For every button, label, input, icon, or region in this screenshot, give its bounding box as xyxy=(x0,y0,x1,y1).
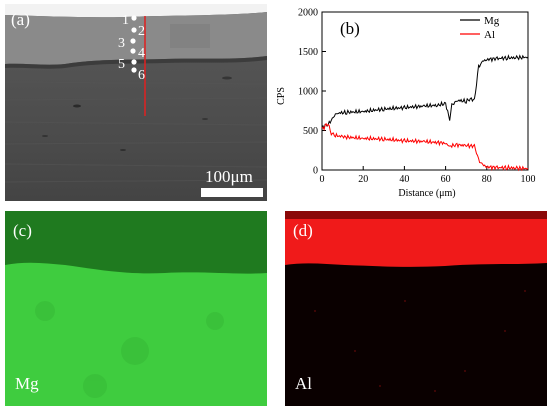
element-label-mg: Mg xyxy=(15,374,39,393)
y-tick-label: 2000 xyxy=(298,8,318,19)
x-axis-label: Distance (μm) xyxy=(398,188,455,199)
series-line-al xyxy=(321,122,529,172)
x-tick-label: 60 xyxy=(441,174,451,185)
scale-bar xyxy=(201,188,263,197)
scale-bar-label: 100μm xyxy=(205,167,253,186)
x-tick-label: 20 xyxy=(358,174,368,185)
y-tick-label: 500 xyxy=(303,126,318,137)
sem-micrograph-panel: (a) 1 2 3 4 5 6 100μm xyxy=(5,4,267,201)
mg-map-panel: (c) Mg xyxy=(5,211,267,406)
y-tick-label: 1500 xyxy=(298,47,318,58)
legend-label-al: Al xyxy=(484,29,495,41)
point-marker xyxy=(131,67,137,73)
point-label: 1 xyxy=(122,13,129,28)
y-tick-label: 1000 xyxy=(298,87,318,98)
y-axis-label: CPS xyxy=(276,87,287,105)
legend-label-mg: Mg xyxy=(484,15,500,27)
x-tick-label: 80 xyxy=(482,174,492,185)
series-line-mg xyxy=(321,54,529,131)
x-tick-label: 100 xyxy=(521,174,536,185)
point-label: 4 xyxy=(138,46,145,61)
x-tick-label: 40 xyxy=(399,174,409,185)
mg-elemental-map xyxy=(5,211,267,406)
al-elemental-map xyxy=(285,211,547,406)
panel-c-label: (c) xyxy=(13,221,32,240)
element-label-al: Al xyxy=(295,374,312,393)
panel-a-label: (a) xyxy=(11,10,30,29)
sem-image xyxy=(5,4,267,201)
point-marker xyxy=(130,38,136,44)
point-label: 3 xyxy=(118,36,125,51)
point-marker xyxy=(131,27,137,33)
panel-d-label: (d) xyxy=(293,221,313,240)
point-marker xyxy=(130,48,136,54)
point-marker xyxy=(131,15,137,21)
point-label: 5 xyxy=(118,57,125,72)
line-scan-overlay: 1 2 3 4 5 6 100μm xyxy=(118,13,253,186)
al-map-panel: (d) Al xyxy=(285,211,547,406)
point-label: 6 xyxy=(138,68,145,83)
x-tick-label: 0 xyxy=(320,174,325,185)
point-marker xyxy=(131,59,137,65)
panel-b-label: (b) xyxy=(340,19,360,38)
line-scan-chart-panel: 0 20 40 60 80 100 0 500 1000 1500 2000 Mg Al (b) Di… xyxy=(270,4,550,201)
point-label: 2 xyxy=(138,24,145,39)
y-tick-label: 0 xyxy=(313,166,318,177)
